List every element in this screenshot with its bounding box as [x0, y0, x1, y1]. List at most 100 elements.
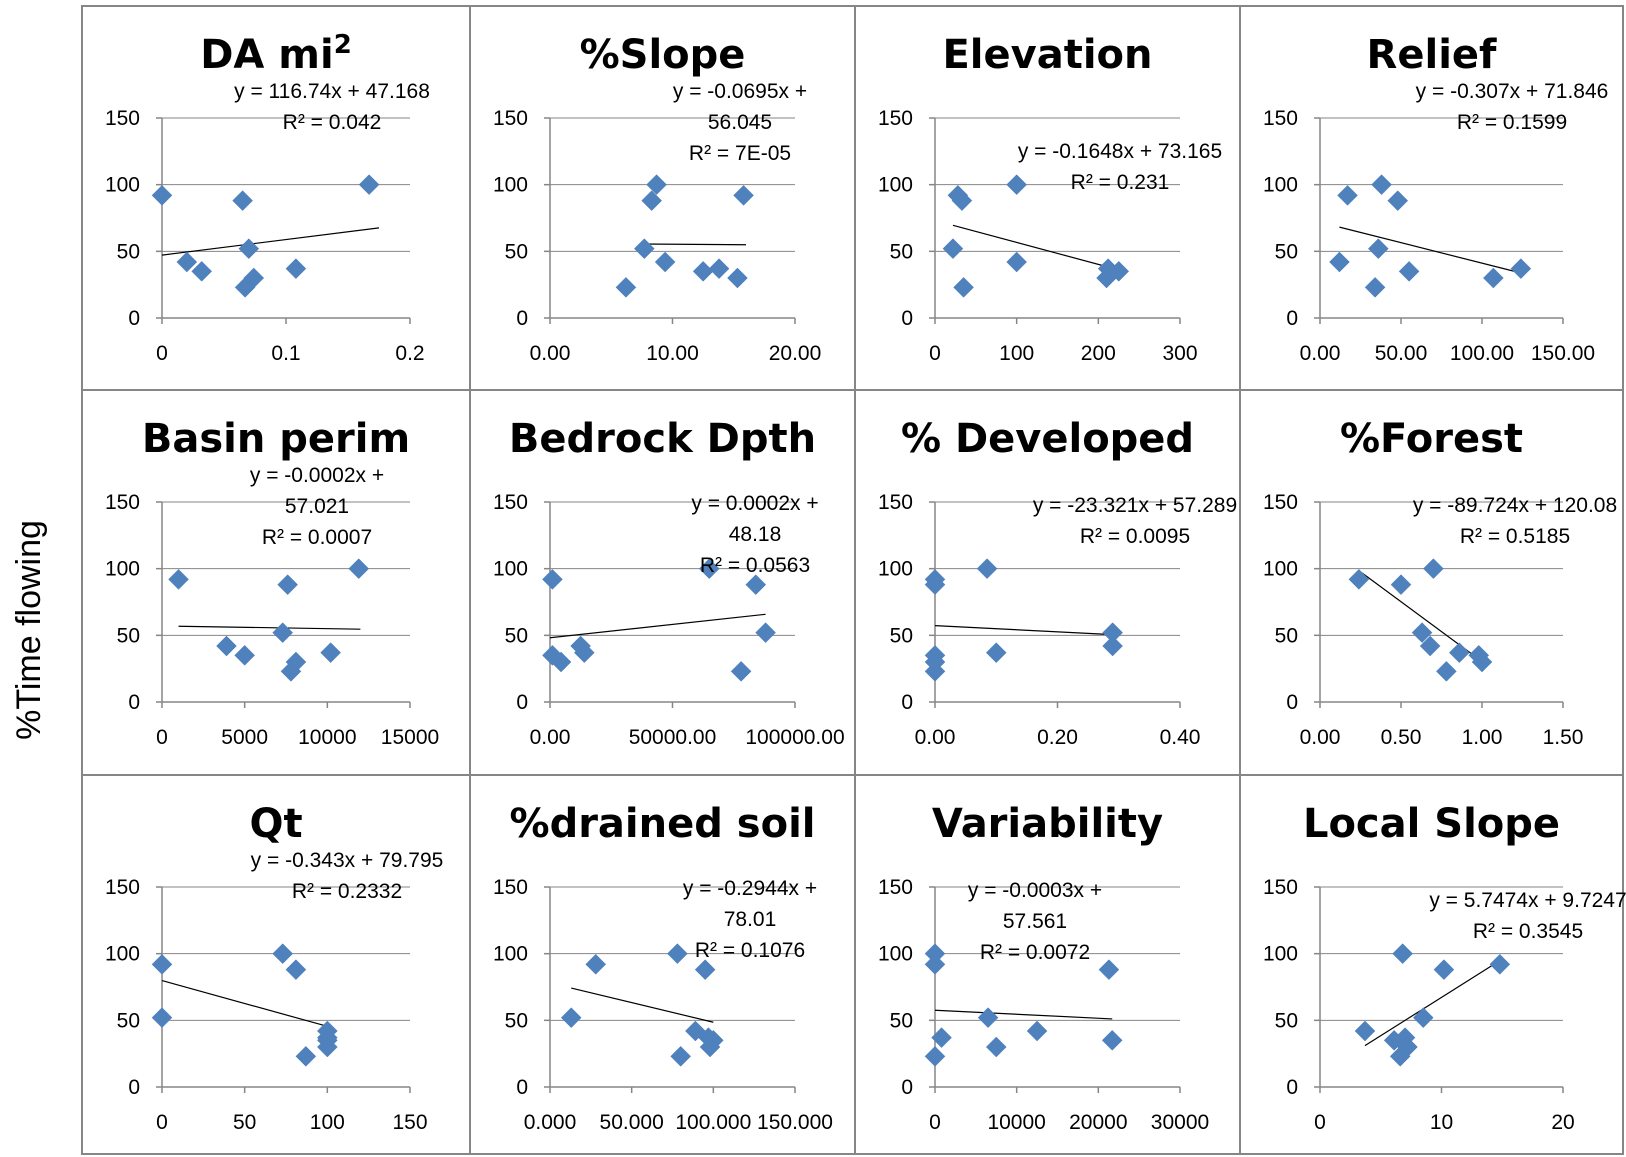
y-tick-label: 0 — [516, 307, 528, 330]
y-tick-label: 0 — [516, 1076, 528, 1099]
trendline-equation: R² = 0.5185 — [1460, 525, 1570, 548]
x-tick-label: 0 — [156, 1111, 168, 1134]
data-point — [285, 959, 307, 981]
data-point — [1371, 174, 1392, 196]
y-tick-label: 0 — [901, 307, 913, 330]
data-point — [1412, 1007, 1434, 1029]
scatter-panel: %Forest 0 50 100 150 0.00 0.50 1.00 1.50 y = -89.… — [1239, 389, 1624, 776]
y-tick-label: 50 — [117, 1009, 140, 1032]
trendline — [1364, 960, 1501, 1047]
x-tick-label: 10 — [1430, 1111, 1453, 1134]
data-point — [320, 642, 341, 664]
scatter-panel: Variability 0 50 100 150 0 10000 20000 30000 y = … — [854, 774, 1241, 1155]
data-point — [1006, 174, 1028, 196]
data-point — [191, 260, 213, 282]
y-tick-label: 100 — [493, 558, 528, 581]
data-point — [1026, 1020, 1048, 1042]
trendline-equation: y = -0.0002x + — [250, 464, 384, 487]
panel-title: Basin perim — [142, 416, 410, 462]
y-tick-label: 100 — [1263, 558, 1298, 581]
trendline-equation: y = -0.0003x + — [968, 879, 1102, 902]
panel-title: Qt — [249, 801, 302, 847]
trendline-equation: R² = 0.1599 — [1457, 111, 1567, 134]
trendline-equation: y = -0.1648x + 73.165 — [1018, 140, 1222, 163]
figure-ylabel: %Time flowing — [10, 520, 48, 740]
data-point — [573, 642, 595, 664]
x-tick-label: 0.00 — [530, 342, 571, 365]
trendline — [571, 987, 714, 1023]
data-point — [977, 1007, 999, 1029]
data-point — [151, 953, 173, 975]
data-point — [615, 276, 637, 298]
x-tick-label: 50.00 — [1375, 342, 1428, 365]
x-tick-label: 150.000 — [757, 1111, 833, 1134]
panel-border — [1239, 774, 1624, 1155]
x-tick-label: 0 — [156, 342, 168, 365]
y-tick-label: 50 — [1275, 624, 1298, 647]
y-tick-label: 0 — [1286, 691, 1298, 714]
y-tick-label: 100 — [1263, 943, 1298, 966]
x-tick-label: 100.00 — [1450, 342, 1514, 365]
y-tick-label: 150 — [493, 107, 528, 130]
y-tick-label: 50 — [505, 624, 528, 647]
y-tick-label: 50 — [1275, 240, 1298, 263]
data-point — [646, 174, 667, 196]
trendline-equation: y = -89.724x + 120.08 — [1413, 494, 1617, 517]
trendline-equation: 48.18 — [729, 523, 782, 546]
y-tick-label: 0 — [901, 691, 913, 714]
data-point — [1329, 251, 1350, 273]
data-point — [272, 943, 294, 965]
x-tick-label: 0.50 — [1381, 726, 1422, 749]
y-tick-label: 150 — [878, 107, 913, 130]
panel-title: Elevation — [942, 32, 1152, 78]
data-point — [1337, 184, 1358, 206]
panel-border — [469, 389, 856, 776]
y-tick-label: 100 — [105, 943, 140, 966]
y-tick-label: 150 — [1263, 491, 1298, 514]
y-tick-label: 100 — [878, 943, 913, 966]
data-point — [924, 660, 946, 682]
x-tick-label: 0.00 — [915, 726, 956, 749]
data-point — [1398, 260, 1420, 282]
y-tick-label: 150 — [105, 107, 140, 130]
panel-title: %Forest — [1340, 416, 1523, 462]
data-point — [216, 635, 237, 657]
data-point — [550, 651, 572, 673]
data-point — [1387, 190, 1409, 212]
y-tick-label: 50 — [117, 240, 140, 263]
panel-title: Bedrock Dpth — [509, 416, 816, 462]
panel-border — [854, 774, 1241, 1155]
trendline-equation: R² = 7E-05 — [689, 142, 791, 165]
data-point — [168, 568, 189, 590]
panel-border — [854, 5, 1241, 391]
trendline-equation: y = -0.0695x + — [673, 80, 807, 103]
data-point — [1448, 642, 1470, 664]
data-point — [942, 238, 964, 260]
data-point — [285, 651, 307, 673]
data-point — [232, 190, 253, 212]
data-point — [316, 1036, 338, 1058]
trendline-equation: 78.01 — [724, 908, 777, 931]
data-point — [1006, 251, 1028, 273]
x-tick-label: 0.00 — [530, 726, 571, 749]
trendline — [161, 980, 328, 1027]
x-tick-label: 0 — [1314, 1111, 1326, 1134]
trendline-equation: R² = 0.0563 — [700, 554, 810, 577]
data-point — [953, 276, 974, 298]
trendline-equation: y = 116.74x + 47.168 — [234, 80, 430, 103]
data-point — [670, 1045, 692, 1067]
trendline — [549, 613, 766, 639]
x-tick-label: 0 — [929, 1111, 941, 1134]
scatter-panel: %drained soil 0 50 100 150 0.000 50.000 100.000… — [469, 774, 856, 1155]
data-point — [234, 644, 256, 666]
trendline — [934, 625, 1113, 636]
x-tick-label: 1.00 — [1462, 726, 1503, 749]
x-tick-label: 10.00 — [646, 342, 699, 365]
y-tick-label: 50 — [890, 1009, 913, 1032]
y-tick-label: 150 — [105, 876, 140, 899]
data-point — [1108, 260, 1130, 282]
trendline-equation: R² = 0.1076 — [695, 939, 805, 962]
data-point — [1102, 635, 1123, 657]
data-point — [633, 238, 655, 260]
panel-title: Variability — [932, 801, 1163, 847]
